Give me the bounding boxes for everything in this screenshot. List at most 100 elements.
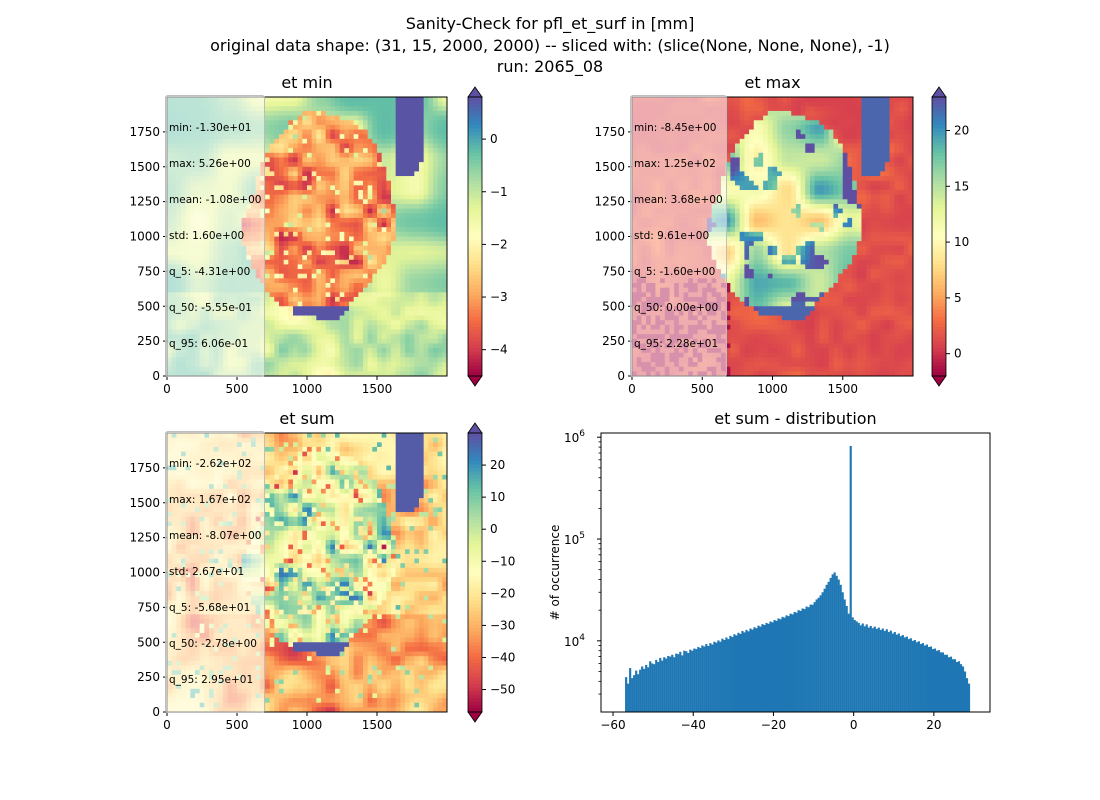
heatmap-cell — [433, 264, 439, 270]
heatmap-cell — [367, 287, 373, 293]
heatmap-cell — [725, 185, 731, 191]
heatmap-cell — [288, 273, 294, 279]
heatmap-cell — [386, 97, 392, 103]
heatmap-cell — [339, 245, 345, 251]
heatmap-cell — [419, 227, 425, 233]
heatmap-cell — [302, 97, 308, 103]
heatmap-cell — [325, 176, 331, 182]
heatmap-cell — [344, 329, 350, 335]
heatmap-cell — [288, 245, 294, 251]
heatmap-cell — [419, 343, 425, 349]
heatmap-cell — [372, 352, 378, 358]
heatmap-cell — [363, 115, 369, 121]
heatmap-cell — [349, 241, 355, 247]
heatmap-cell — [288, 287, 294, 293]
heatmap-cell — [307, 324, 313, 330]
heatmap-cell — [395, 208, 401, 214]
heatmap-cell — [325, 171, 331, 177]
heatmap-cell — [283, 278, 289, 284]
heatmap-cell — [423, 213, 429, 219]
heatmap-cell — [367, 227, 373, 233]
heatmap-cell — [288, 255, 294, 261]
heatmap-cell — [414, 134, 420, 140]
heatmap-cell — [279, 329, 285, 335]
heatmap-cell — [288, 194, 294, 200]
heatmap-cell — [307, 166, 313, 172]
heatmap-cell — [442, 124, 448, 130]
heatmap-cell — [316, 352, 322, 358]
heatmap-cell — [400, 301, 406, 307]
heatmap-cell — [428, 366, 434, 372]
heatmap-cell — [339, 213, 345, 219]
heatmap-cell — [409, 208, 415, 214]
heatmap-cell — [311, 143, 317, 149]
heatmap-cell — [339, 259, 345, 265]
heatmap-cell — [283, 236, 289, 242]
heatmap-cell — [725, 110, 731, 116]
heatmap-cell — [367, 231, 373, 237]
heatmap-cell — [419, 269, 425, 275]
heatmap-cell — [419, 278, 425, 284]
heatmap-cell — [269, 250, 275, 256]
heatmap-cell — [414, 348, 420, 354]
heatmap-cell — [269, 264, 275, 270]
heatmap-cell — [414, 213, 420, 219]
heatmap-cell — [307, 320, 313, 326]
heatmap-cell — [316, 245, 322, 251]
colorbar-segment — [468, 320, 482, 325]
heatmap-cell — [288, 171, 294, 177]
heatmap-cell — [302, 120, 308, 126]
heatmap-cell — [437, 315, 443, 321]
heatmap-cell — [339, 352, 345, 358]
colorbar-segment — [468, 341, 482, 346]
heatmap-cell — [386, 157, 392, 163]
heatmap-cell — [409, 241, 415, 247]
heatmap-cell — [302, 357, 308, 363]
heatmap-cell — [283, 124, 289, 130]
heatmap-cell — [367, 343, 373, 349]
heatmap-cell — [386, 101, 392, 107]
heatmap-cell — [433, 120, 439, 126]
heatmap-cell — [321, 371, 327, 377]
heatmap-cell — [316, 176, 322, 182]
heatmap-cell — [321, 259, 327, 265]
heatmap-cell — [442, 241, 448, 247]
heatmap-cell — [283, 259, 289, 265]
heatmap-cell — [316, 166, 322, 172]
heatmap-cell — [279, 115, 285, 121]
heatmap-cell — [339, 227, 345, 233]
heatmap-cell — [274, 124, 280, 130]
heatmap-cell — [386, 255, 392, 261]
heatmap-cell — [377, 348, 383, 354]
heatmap-cell — [442, 106, 448, 112]
heatmap-cell — [377, 329, 383, 335]
heatmap-cell — [339, 362, 345, 368]
heatmap-cell — [349, 269, 355, 275]
heatmap-cell — [377, 259, 383, 265]
heatmap-cell — [419, 152, 425, 158]
heatmap-cell — [349, 152, 355, 158]
heatmap-cell — [307, 194, 313, 200]
heatmap-cell — [274, 348, 280, 354]
heatmap-cell — [293, 143, 299, 149]
heatmap-cell — [265, 245, 271, 251]
heatmap-cell — [405, 334, 411, 340]
heatmap-cell — [339, 306, 345, 312]
heatmap-cell — [395, 357, 401, 363]
heatmap-cell — [437, 138, 443, 144]
heatmap-cell — [311, 362, 317, 368]
heatmap-cell — [381, 283, 387, 289]
heatmap-cell — [391, 343, 397, 349]
heatmap-cell — [423, 301, 429, 307]
heatmap-cell — [307, 287, 313, 293]
heatmap-cell — [311, 255, 317, 261]
heatmap-cell — [349, 213, 355, 219]
heatmap-cell — [269, 334, 275, 340]
heatmap-cell — [367, 213, 373, 219]
heatmap-cell — [395, 148, 401, 154]
heatmap-cell — [353, 352, 359, 358]
heatmap-cell — [279, 296, 285, 302]
heatmap-cell — [381, 97, 387, 103]
heatmap-cell — [293, 124, 299, 130]
heatmap-cell — [391, 217, 397, 223]
